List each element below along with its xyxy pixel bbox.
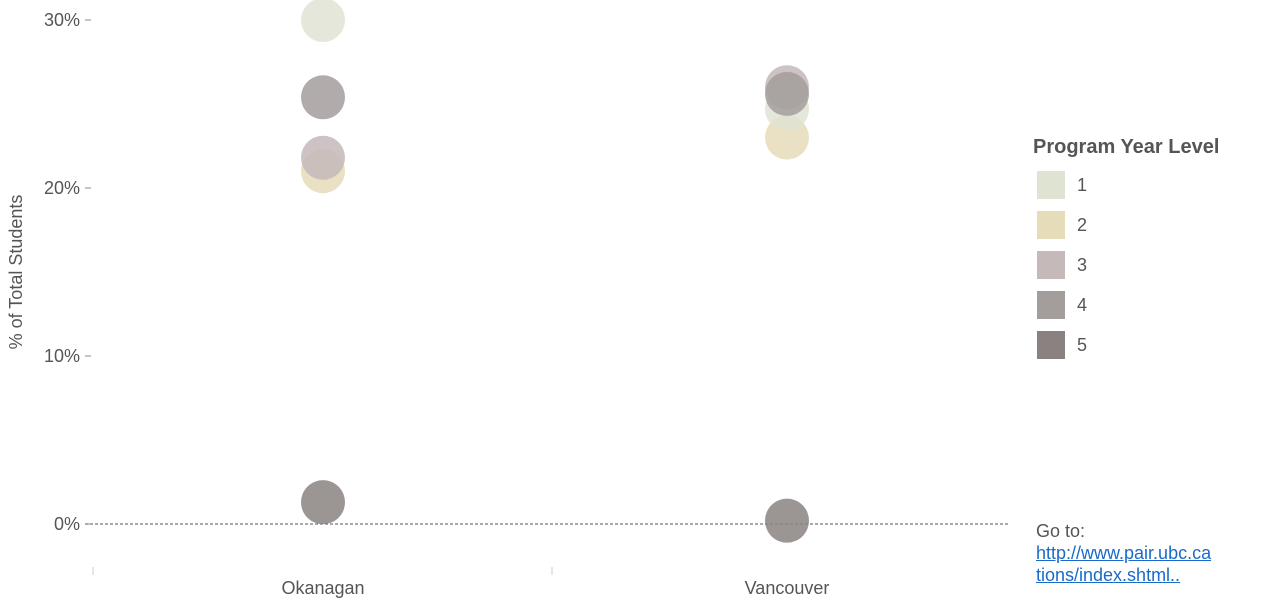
point-level-5-okanagan[interactable] [301,480,345,525]
x-tick-label-vancouver: Vancouver [745,578,830,598]
legend-swatch [1037,171,1065,199]
legend-swatch [1037,251,1065,279]
y-tick-label: 0% [54,514,80,534]
scatter-chart: 0% 10% 20% 30% Okanagan Vancouver % of Total… [6,0,1010,598]
point-level-4-okanagan[interactable] [301,75,345,120]
legend-item-4[interactable]: 4 [1033,285,1264,325]
y-axis: 0% 10% 20% 30% [44,10,91,534]
y-tick-label: 20% [44,178,80,198]
legend-swatch [1037,331,1065,359]
legend-item-2[interactable]: 2 [1033,205,1264,245]
legend-label: 2 [1077,214,1088,235]
footer-link-line2[interactable]: tions/index.shtml.. [1036,565,1181,585]
legend-label: 5 [1077,334,1088,355]
legend-swatch [1037,211,1065,239]
legend-item-5[interactable]: 5 [1033,325,1264,365]
y-tick-label: 30% [44,10,80,30]
y-axis-title: % of Total Students [6,195,26,350]
point-level-3-okanagan[interactable] [301,135,345,180]
point-level-5-vancouver[interactable] [765,498,809,543]
data-points [301,0,809,543]
point-level-1-okanagan[interactable] [301,0,345,42]
legend-label: 4 [1077,294,1088,315]
point-level-4-vancouver[interactable] [765,71,809,116]
x-tick-label-okanagan: Okanagan [281,578,364,598]
legend-item-1[interactable]: 1 [1033,165,1264,205]
legend: Program Year Level 1 2 3 4 5 [1033,136,1264,365]
legend-label: 3 [1077,254,1088,275]
footer-link-line1[interactable]: http://www.pair.ubc.ca [1036,543,1212,563]
legend-title: Program Year Level [1033,136,1220,158]
legend-items: 1 2 3 4 5 [1033,165,1264,365]
footer-prefix: Go to: [1036,521,1086,541]
legend-swatch [1037,291,1065,319]
footer-note: Go to: http://www.pair.ubc.ca tions/inde… [1036,520,1264,586]
x-axis: Okanagan Vancouver [92,567,830,598]
legend-label: 1 [1077,174,1088,195]
y-tick-label: 10% [44,346,80,366]
legend-item-3[interactable]: 3 [1033,245,1264,285]
